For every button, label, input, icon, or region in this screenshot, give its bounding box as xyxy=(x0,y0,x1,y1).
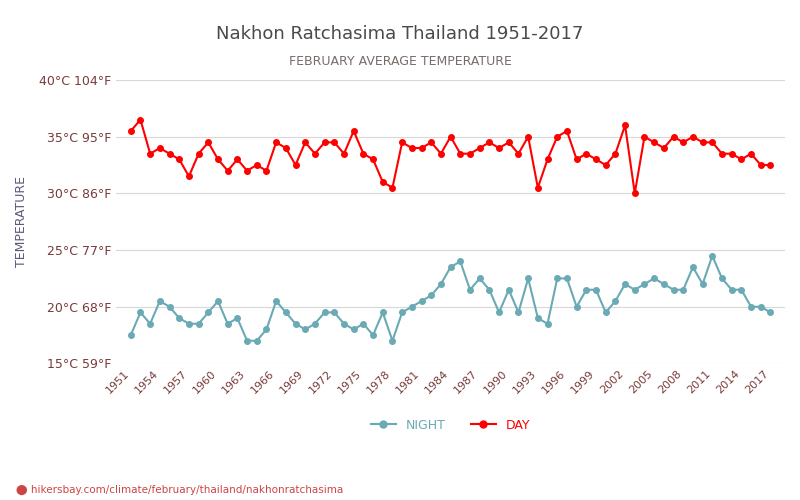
Text: ⬤ hikersbay.com/climate/february/thailand/nakhonratchasima: ⬤ hikersbay.com/climate/february/thailan… xyxy=(16,485,343,495)
Legend: NIGHT, DAY: NIGHT, DAY xyxy=(366,414,535,436)
Y-axis label: TEMPERATURE: TEMPERATURE xyxy=(15,176,28,267)
Text: FEBRUARY AVERAGE TEMPERATURE: FEBRUARY AVERAGE TEMPERATURE xyxy=(289,55,511,68)
Text: Nakhon Ratchasima Thailand 1951-2017: Nakhon Ratchasima Thailand 1951-2017 xyxy=(216,25,584,43)
